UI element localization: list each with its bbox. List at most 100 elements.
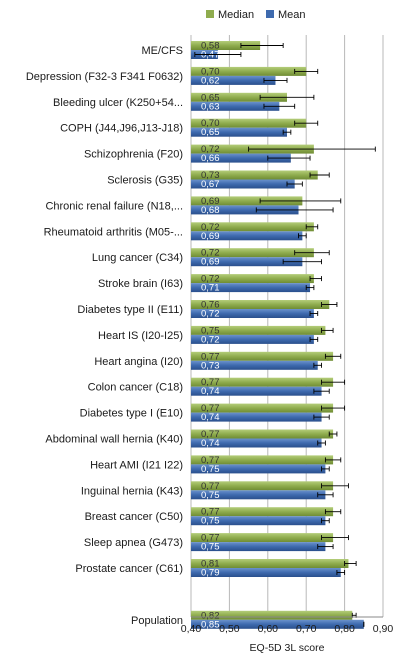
category-label: Abdominal wall hernia (K40) bbox=[45, 434, 183, 446]
median-data-label: 0,77 bbox=[201, 351, 220, 362]
median-bar bbox=[191, 481, 334, 491]
median-data-label: 0,69 bbox=[201, 196, 220, 207]
mean-bar bbox=[191, 231, 303, 241]
mean-bar bbox=[191, 516, 326, 526]
median-data-label: 0,72 bbox=[201, 248, 220, 259]
x-tick-label: 0,70 bbox=[296, 623, 317, 635]
median-bar bbox=[191, 533, 334, 543]
mean-data-label: 0,69 bbox=[201, 231, 220, 242]
x-tick-label: 0,80 bbox=[334, 623, 355, 635]
mean-data-label: 0,66 bbox=[201, 153, 220, 164]
category-label: Inguinal hernia (K43) bbox=[81, 485, 183, 497]
mean-bar bbox=[191, 334, 314, 344]
category-label: Heart angina (I20) bbox=[94, 356, 183, 368]
mean-data-label: 0,65 bbox=[201, 127, 220, 138]
median-data-label: 0,77 bbox=[201, 429, 220, 440]
mean-data-label: 0,63 bbox=[201, 101, 220, 112]
median-bar bbox=[191, 455, 334, 465]
bars: 0,580,470,700,620,650,630,700,650,720,66… bbox=[191, 41, 376, 630]
mean-bar bbox=[191, 309, 314, 318]
category-label: Stroke brain (I63) bbox=[98, 278, 183, 290]
mean-data-label: 0,74 bbox=[201, 438, 220, 449]
category-label: COPH (J44,J96,J13-J18) bbox=[60, 123, 183, 135]
x-tick-label: 0,50 bbox=[219, 623, 240, 635]
mean-bar bbox=[191, 153, 291, 163]
category-label: Breast cancer (C50) bbox=[85, 511, 183, 523]
median-bar bbox=[191, 377, 334, 387]
legend-label-median: Median bbox=[218, 9, 254, 21]
mean-bar bbox=[191, 619, 364, 629]
median-data-label: 0,77 bbox=[201, 377, 220, 388]
median-bar bbox=[191, 403, 334, 413]
x-axis-title: EQ-5D 3L score bbox=[250, 642, 325, 654]
mean-bar bbox=[191, 205, 299, 215]
mean-bar bbox=[191, 127, 287, 137]
median-bar bbox=[191, 325, 326, 335]
median-data-label: 0,77 bbox=[201, 403, 220, 414]
mean-data-label: 0,67 bbox=[201, 179, 220, 190]
mean-data-label: 0,62 bbox=[201, 75, 220, 86]
mean-bar bbox=[191, 542, 326, 552]
median-data-label: 0,73 bbox=[201, 170, 220, 181]
mean-data-label: 0,74 bbox=[201, 386, 220, 397]
category-label: Population bbox=[131, 615, 183, 627]
legend-label-mean: Mean bbox=[278, 9, 306, 21]
median-data-label: 0,75 bbox=[201, 325, 220, 336]
legend: Median Mean bbox=[206, 9, 306, 21]
mean-bar bbox=[191, 75, 276, 85]
median-data-label: 0,58 bbox=[201, 41, 220, 52]
median-bar bbox=[191, 507, 334, 517]
category-label: Bleeding ulcer (K250+54... bbox=[53, 97, 183, 109]
mean-data-label: 0,69 bbox=[201, 257, 220, 268]
category-label: Diabetes type II (E11) bbox=[77, 304, 183, 316]
mean-bar bbox=[191, 283, 311, 293]
median-bar bbox=[191, 222, 314, 232]
category-label: Schizophrenia (F20) bbox=[84, 149, 183, 161]
x-tick-label: 0,40 bbox=[181, 623, 202, 635]
legend-swatch-mean bbox=[266, 10, 274, 18]
mean-data-label: 0,75 bbox=[201, 464, 220, 475]
mean-bar bbox=[191, 386, 322, 396]
category-label: Chronic renal failure (N18,... bbox=[45, 200, 183, 212]
category-label: Rheumatoid arthritis (M05-... bbox=[44, 226, 183, 238]
mean-bar bbox=[191, 438, 322, 448]
median-bar bbox=[191, 351, 334, 361]
median-bar bbox=[191, 429, 334, 439]
category-label: Colon cancer (C18) bbox=[88, 382, 183, 394]
category-label: Heart AMI (I21 I22) bbox=[90, 459, 183, 471]
mean-bar bbox=[191, 464, 326, 474]
category-label: Sclerosis (G35) bbox=[107, 175, 183, 187]
x-tick-label: 0,60 bbox=[258, 623, 279, 635]
median-bar bbox=[191, 300, 330, 309]
median-data-label: 0,72 bbox=[201, 222, 220, 233]
median-bar bbox=[191, 66, 307, 76]
mean-bar bbox=[191, 490, 326, 500]
category-label: ME/CFS bbox=[141, 45, 183, 57]
mean-data-label: 0,79 bbox=[201, 568, 220, 579]
category-label: Diabetes type I (E10) bbox=[80, 408, 183, 420]
category-label: Heart IS (I20-I25) bbox=[98, 330, 183, 342]
median-bar bbox=[191, 248, 314, 258]
mean-data-label: 0,73 bbox=[201, 360, 220, 371]
median-data-label: 0,77 bbox=[201, 507, 220, 518]
median-bar bbox=[191, 610, 353, 620]
mean-bar bbox=[191, 568, 341, 577]
median-data-label: 0,72 bbox=[201, 274, 220, 285]
median-data-label: 0,77 bbox=[201, 481, 220, 492]
mean-data-label: 0,71 bbox=[201, 283, 220, 294]
median-bar bbox=[191, 41, 261, 50]
category-labels: ME/CFS Depression (F32-3 F341 F0632) Bleed… bbox=[26, 45, 183, 627]
median-data-label: 0,72 bbox=[201, 144, 220, 155]
median-data-label: 0,70 bbox=[201, 66, 220, 77]
category-label: Sleep apnea (G473) bbox=[84, 537, 183, 549]
median-data-label: 0,70 bbox=[201, 118, 220, 129]
median-data-label: 0,77 bbox=[201, 455, 220, 466]
mean-data-label: 0,72 bbox=[201, 334, 220, 345]
mean-bar bbox=[191, 179, 295, 189]
mean-data-label: 0,74 bbox=[201, 412, 220, 423]
median-bar bbox=[191, 170, 318, 180]
mean-bar bbox=[191, 101, 280, 111]
legend-swatch-median bbox=[206, 10, 214, 18]
